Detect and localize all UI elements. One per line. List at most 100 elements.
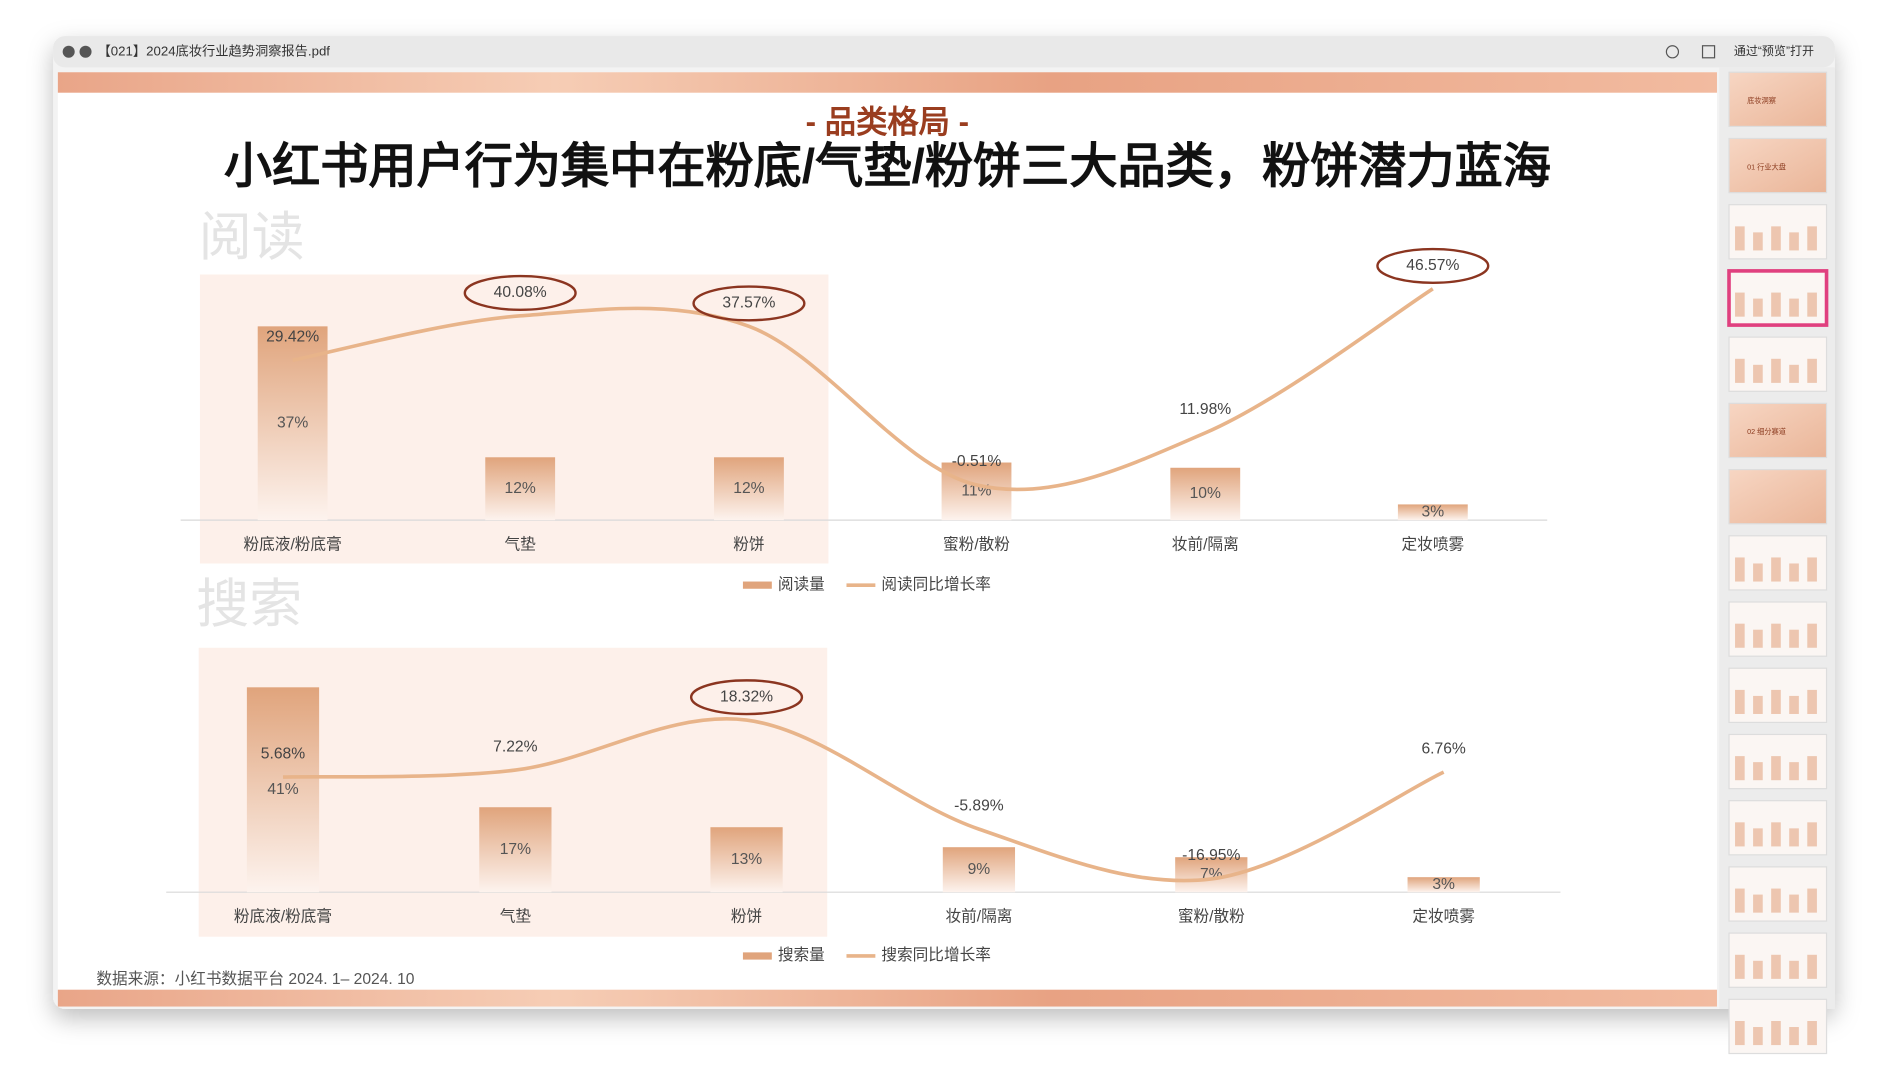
bar [485,457,556,521]
thumbnail-content [1789,960,1799,979]
category-label: 妆前/隔离 [1172,536,1239,554]
page-thumbnail[interactable] [1728,137,1828,194]
bar [1170,467,1241,521]
highlight-circle [463,274,577,312]
thumbnail-content [1735,358,1745,383]
panel-label: 搜索 [196,575,302,634]
close-button[interactable] [62,45,75,58]
page-thumbnail[interactable] [1728,402,1828,459]
thumbnail-content [1771,358,1781,383]
category-label: 气垫 [505,536,537,554]
thumbnail-content [1771,623,1781,648]
category-label: 定妆喷雾 [1412,908,1475,926]
thumbnail-content [1789,828,1799,847]
thumbnail-content [1807,623,1817,648]
thumbnail-content [1753,629,1763,648]
highlight-circle [1376,247,1490,284]
open-with-button[interactable]: 通过“预览”打开 [1734,43,1814,58]
bar [246,687,320,893]
highlight-circle [692,285,806,322]
thumbnail-content [1753,298,1763,317]
bar [710,827,783,893]
category-label: 粉饼 [731,908,762,926]
line-value-label: 18.32% [720,688,773,705]
thumbnail-content [1735,954,1745,979]
thumbnail-content [1771,226,1781,251]
thumbnail-content [1753,960,1763,979]
thumbnail-label: 01 行业大盘 [1747,162,1786,171]
page-thumbnail[interactable] [1728,71,1828,128]
bar-value-label: 17% [500,841,531,858]
thumbnail-content [1807,689,1817,714]
bar [942,847,1016,893]
thumbnail-content [1735,888,1745,913]
thumbnail-label: 02 细分赛道 [1747,427,1786,436]
thumbnail-content [1735,292,1745,317]
bar-value-label: 9% [968,861,991,878]
title-bar [53,36,1835,68]
thumbnail-content [1753,695,1763,714]
panel-label: 阅读 [199,208,305,267]
legend-label: 阅读量 [778,575,825,593]
bar-value-label: 10% [1190,485,1221,502]
category-label: 粉底液/粉底膏 [244,536,342,554]
bar-value-label: 12% [733,480,764,497]
thumbnail-content [1807,358,1817,383]
legend-label: 搜索同比增长率 [881,946,990,964]
thumbnail-content [1753,762,1763,781]
bar [1407,877,1480,893]
markup-button[interactable] [1665,45,1680,59]
thumbnail-content [1807,292,1817,317]
thumbnail-content [1735,623,1745,648]
thumbnail-content [1753,232,1763,251]
thumbnail-content [1789,894,1799,913]
thumbnail-content [1771,1021,1781,1046]
line-value-label: 6.76% [1421,740,1465,757]
thumbnail-content [1735,1021,1745,1046]
thumbnail-content [1771,888,1781,913]
thumbnail-content [1807,888,1817,913]
bar-value-label: 12% [505,480,536,497]
thumbnail-content [1789,298,1799,317]
category-label: 气垫 [500,908,532,926]
growth-line [292,287,1434,492]
thumbnail-content [1771,756,1781,781]
bar [479,807,552,893]
category-label: 粉底液/粉底膏 [234,908,332,926]
legend-swatch-bar [742,952,772,960]
thumbnail-content [1771,689,1781,714]
source-note: 数据来源：小红书数据平台 2024. 1– 2024. 10 [96,970,414,988]
thumbnail-content [1789,762,1799,781]
category-label: 粉饼 [733,536,764,554]
thumbnail-content [1807,557,1817,582]
category-label: 蜜粉/散粉 [1178,907,1245,926]
category-label: 定妆喷雾 [1402,536,1465,554]
line-value-label: -16.95% [1182,847,1240,864]
thumbnail-content [1753,563,1763,582]
thumbnail-content [1771,822,1781,847]
thumbnail-content [1789,695,1799,714]
line-value-label: -5.89% [954,797,1004,814]
line-value-label: 5.68% [261,745,305,762]
section-title: - 品类格局 - [806,104,969,139]
share-button[interactable] [1701,45,1716,59]
page-thumbnail[interactable] [1728,468,1828,525]
bar-value-label: 41% [267,781,298,798]
thumbnail-content [1735,226,1745,251]
slide-bottom-band [57,989,1717,1007]
thumbnail-content [1753,1027,1763,1046]
line-value-label: -0.51% [952,453,1002,470]
thumbnail-label: 底妆洞察 [1747,96,1776,105]
window-title: 【021】2024底妆行业趋势洞察报告.pdf [98,42,331,58]
line-value-label: 29.42% [266,329,319,346]
minimize-button[interactable] [79,45,92,58]
thumbnail-content [1807,822,1817,847]
legend-swatch-bar [742,581,772,589]
line-value-label: 11.98% [1179,401,1231,418]
line-value-label: 7.22% [493,738,537,755]
legend-label: 阅读同比增长率 [881,575,990,593]
line-value-label: 37.57% [722,295,775,312]
category-label: 妆前/隔离 [945,908,1012,926]
